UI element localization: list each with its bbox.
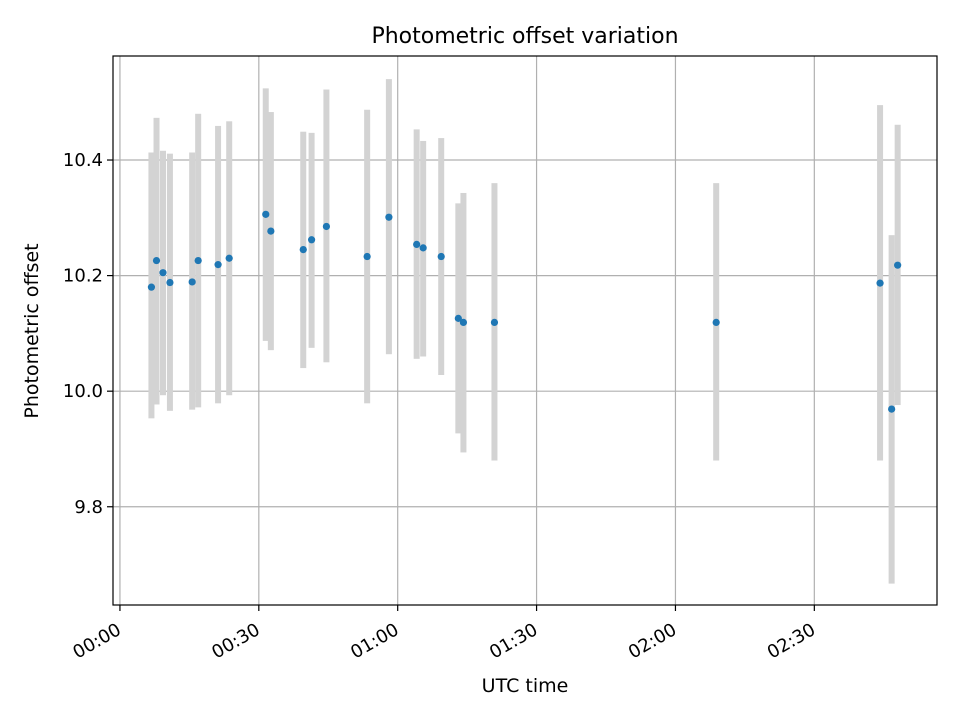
y-axis-label: Photometric offset [21,243,43,418]
x-axis-label: UTC time [482,675,569,697]
data-point [188,278,196,286]
data-point [490,318,499,327]
data-point [322,222,331,231]
chart-title: Photometric offset variation [371,24,678,49]
data-point [214,261,222,269]
data-point [147,283,156,291]
data-point [888,405,896,413]
data-point [419,244,427,252]
data-point [299,245,307,254]
data-point [459,318,468,327]
data-point [876,279,884,287]
data-point [385,213,393,221]
data-point [225,254,233,262]
data-point [194,256,202,265]
data-points [147,210,902,413]
data-point [894,261,902,269]
data-point [166,278,174,287]
data-point [437,252,445,261]
plot-frame [112,55,938,606]
data-point [413,240,421,248]
y-tick-label: 10.4 [63,150,103,171]
y-tick-label: 10.2 [63,266,103,287]
grid [113,56,937,605]
y-tick-label: 10.0 [63,381,103,402]
data-point [267,227,275,235]
data-point [307,236,316,244]
data-point [152,256,161,265]
data-point [454,314,462,322]
data-point [363,252,371,261]
data-point [712,318,720,327]
data-point [262,210,270,218]
y-tick-label: 9.8 [74,497,103,518]
data-point [159,269,167,277]
